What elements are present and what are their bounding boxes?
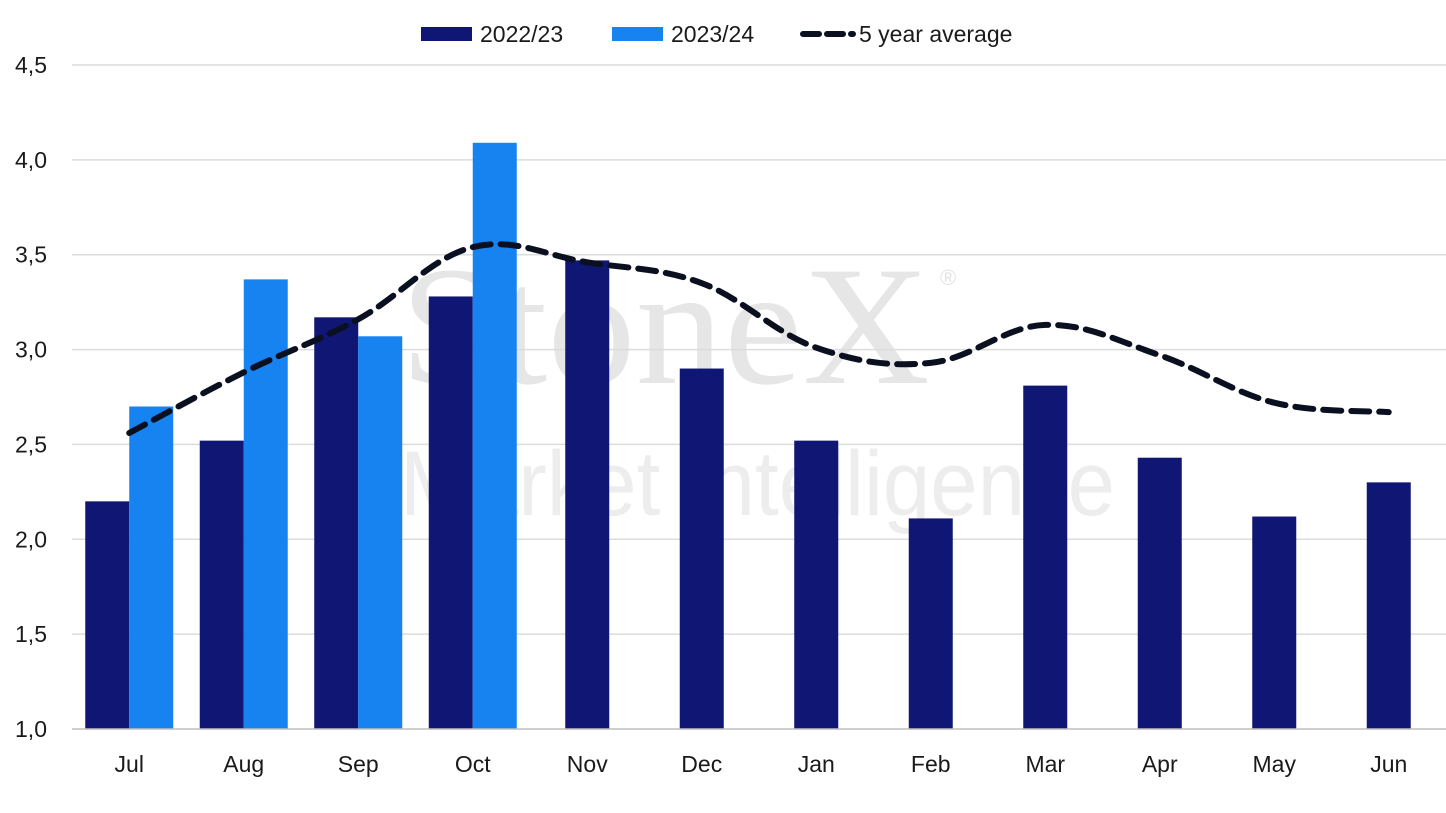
x-tick-label: Jul [115,751,144,777]
legend-label: 5 year average [859,21,1012,47]
y-tick-label: 2,5 [15,431,47,457]
legend-label: 2022/23 [480,21,563,47]
bar-2023-24-aug [243,279,288,729]
watermark-registered: ® [940,265,956,290]
x-tick-label: Dec [681,751,722,777]
line-5-year-average [126,241,1392,437]
bar-2022-23-may [1252,516,1297,729]
bar-2022-23-dec [679,368,724,729]
legend-item-2: 5 year average [800,21,1012,47]
bar-layer [85,142,1411,730]
watermark-tagline: Market Intelligence [400,433,1115,535]
y-tick-label: 4,0 [15,147,47,173]
bar-2023-24-jul [129,406,174,729]
bar-2022-23-oct [428,296,473,729]
bar-2022-23-sep [314,317,359,729]
y-tick-label: 3,0 [15,337,47,363]
bar-2023-24-oct [472,142,517,730]
x-tick-label: May [1253,751,1297,777]
x-tick-label: Oct [455,751,491,777]
bar-2022-23-jan [794,440,839,729]
y-tick-label: 1,5 [15,621,47,647]
x-tick-label: Jan [798,751,835,777]
bar-2022-23-apr [1137,457,1182,729]
bar-2022-23-feb [908,518,953,729]
axis-layer: 1,0 1,5 2,0 2,5 3,0 3,5 4,0 4,5 Jul Aug Sep Oct Nov D… [15,52,1446,777]
x-tick-label: Sep [338,751,379,777]
legend-item-0: 2022/23 [421,21,563,47]
x-tick-label: Jun [1370,751,1407,777]
bar-2022-23-aug [199,440,244,729]
y-tick-label: 4,5 [15,52,47,78]
bar-2022-23-jun [1366,482,1411,729]
bar-2022-23-jul [85,501,130,729]
y-tick-label: 3,5 [15,242,47,268]
bar-2023-24-sep [358,336,403,729]
y-tick-label: 1,0 [15,716,47,742]
y-tick-label: 2,0 [15,526,47,552]
legend-label: 2023/24 [671,21,754,47]
bar-2022-23-mar [1023,385,1068,729]
x-tick-label: Mar [1025,751,1065,777]
legend: 2022/23 2023/24 5 year average [421,21,1012,47]
grid-layer [72,64,1446,635]
line-layer [126,241,1392,437]
legend-swatch [612,27,663,41]
x-tick-label: Aug [223,751,264,777]
legend-swatch [421,27,472,41]
legend-item-1: 2023/24 [612,21,754,47]
x-tick-label: Nov [567,751,608,777]
bar-2022-23-nov [565,260,610,729]
x-tick-label: Feb [911,751,951,777]
x-tick-label: Apr [1142,751,1178,777]
